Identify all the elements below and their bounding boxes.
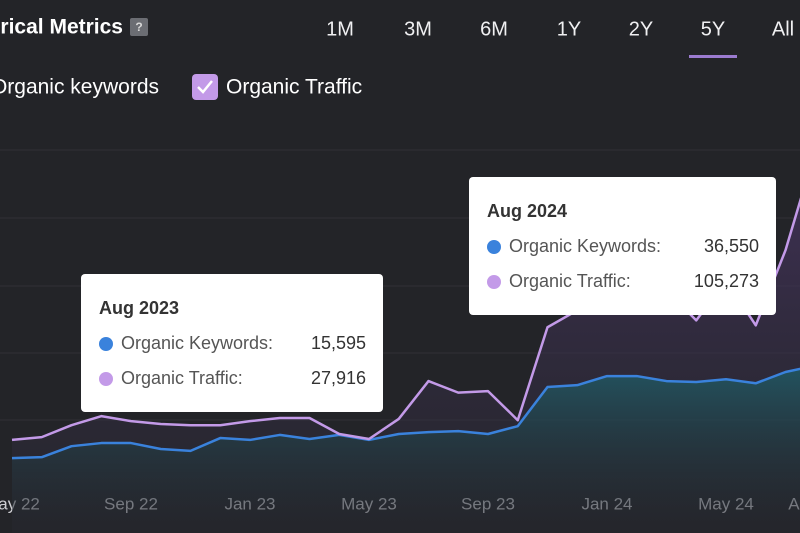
plot: May 22Sep 22Jan 23May 23Sep 23Jan 24May … (0, 197, 800, 533)
tooltip-label: Organic Keywords: (121, 333, 273, 353)
tooltip-title: Aug 2023 (99, 298, 179, 318)
help-text: ? (135, 20, 142, 34)
range-button[interactable]: 6M (480, 18, 508, 40)
legend: Organic keywords Organic Traffic (0, 74, 362, 100)
range-button[interactable]: 5Y (701, 18, 725, 40)
tooltip-label: Organic Traffic: (121, 368, 243, 388)
area (12, 368, 800, 533)
range-button[interactable]: 1M (326, 18, 354, 40)
help-icon[interactable] (130, 18, 148, 36)
tooltip-label: Organic Keywords: (509, 236, 661, 256)
range-button[interactable]: 3M (404, 18, 432, 40)
tooltip-value: 27,916 (311, 368, 366, 388)
range-buttons: 1M 3M 6M 1Y 2Y 5Y All (326, 18, 794, 58)
range-button[interactable]: 2Y (629, 18, 653, 40)
active-underline (689, 55, 737, 58)
legend-label[interactable]: Organic keywords (0, 76, 159, 99)
tooltip-title: Aug 2024 (487, 201, 567, 221)
title: Historical Metrics (0, 16, 123, 39)
series-line (11, 367, 800, 460)
tooltips: Aug 2023 Organic Keywords: 15,595 Organic T… (81, 177, 776, 412)
tooltip-value: 105,273 (694, 271, 759, 291)
tooltip-dot (99, 372, 113, 386)
tooltip-dot (99, 337, 113, 351)
legend-label[interactable]: Organic Traffic (226, 76, 362, 99)
tooltip-dot (487, 240, 501, 254)
range-button[interactable]: All (772, 18, 794, 40)
tooltip-label: Organic Traffic: (509, 271, 631, 291)
tooltip-dot (487, 275, 501, 289)
tooltip-value: 15,595 (311, 333, 366, 353)
tooltip-box (469, 177, 776, 315)
tooltip-value: 36,550 (704, 236, 759, 256)
legend-checkbox[interactable] (192, 74, 218, 100)
check-icon (197, 80, 213, 94)
tooltip-box (81, 274, 383, 412)
range-button[interactable]: 1Y (557, 18, 581, 40)
